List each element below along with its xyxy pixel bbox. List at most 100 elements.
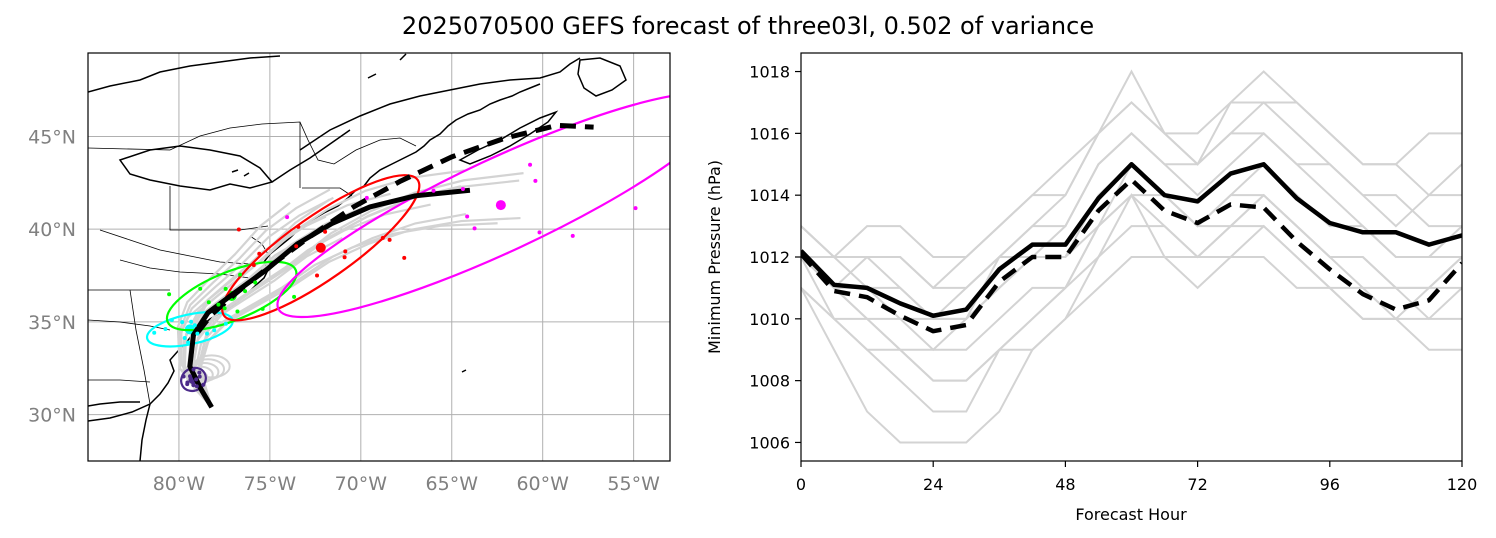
map-lat-label: 30°N — [28, 405, 76, 427]
map-lon-label: 70°W — [335, 473, 388, 495]
state-border-4 — [99, 229, 251, 265]
x-tick-label: 24 — [923, 475, 943, 494]
state-border-8 — [88, 379, 151, 383]
great-lakes-outline — [118, 145, 274, 191]
ensemble-position-0h — [197, 370, 202, 375]
ensemble-position-48h — [206, 300, 211, 305]
pressure-solid-line — [801, 162, 1462, 318]
pressure-ensemble-lines — [801, 69, 1462, 444]
gulf-coastline — [88, 401, 140, 407]
map-latitude-labels: 30°N 35°N 40°N 45°N — [28, 126, 76, 426]
pressure-dashed-line — [801, 177, 1462, 334]
st-lawrence-river — [271, 129, 351, 183]
state-border-3 — [169, 186, 269, 231]
ensemble-position-96h — [633, 206, 638, 211]
map-lon-label: 60°W — [516, 473, 569, 495]
y-tick-label: 1006 — [749, 433, 790, 452]
map-lon-label: 55°W — [607, 473, 660, 495]
ensemble-position-72h — [296, 224, 301, 229]
pressure-member-line — [801, 193, 1462, 352]
x-tick-label: 72 — [1187, 475, 1207, 494]
florida-coastline — [139, 403, 151, 461]
ensemble-position-0h — [197, 374, 202, 379]
ensemble-position-72h — [387, 237, 392, 242]
ensemble-position-48h — [238, 272, 243, 277]
ensemble-position-48h — [198, 286, 203, 291]
ensemble-position-72h — [323, 229, 328, 234]
ensemble-position-96h — [570, 233, 575, 238]
ellipse-center-72h — [315, 242, 326, 253]
map-lon-label: 80°W — [153, 473, 206, 495]
ellipse-48h — [165, 260, 298, 332]
ensemble-position-48h — [243, 289, 248, 294]
ensemble-position-0h — [191, 383, 196, 388]
y-tick-label: 1014 — [749, 186, 790, 205]
ensemble-position-0h — [194, 384, 199, 389]
x-tick-label: 96 — [1320, 475, 1340, 494]
pressure-panel: 0 24 48 72 96 120 1006 1008 1010 1012 1014 1016 101… — [705, 52, 1477, 524]
ellipse-center-96h — [495, 200, 506, 211]
ensemble-position-72h — [342, 255, 347, 260]
ensemble-position-96h — [364, 195, 369, 200]
map-dashed-track — [195, 122, 594, 335]
ensemble-position-48h — [167, 292, 172, 297]
ensemble-position-24h — [205, 331, 210, 336]
ensemble-position-48h — [253, 280, 258, 285]
ensemble-position-24h — [195, 331, 200, 336]
ensemble-position-0h — [185, 380, 190, 385]
ensemble-position-96h — [533, 178, 538, 183]
ensemble-position-72h — [257, 251, 262, 256]
ensemble-position-72h — [402, 255, 407, 260]
ensemble-position-72h — [236, 227, 241, 232]
pressure-member-line — [801, 224, 1462, 351]
map-lon-label: 75°W — [244, 473, 297, 495]
ensemble-position-96h — [465, 214, 470, 219]
ensemble-position-72h — [251, 263, 256, 268]
ensemble-position-72h — [294, 244, 299, 249]
islands — [231, 53, 467, 373]
map-longitude-labels: 80°W 75°W 70°W 65°W 60°W 55°W — [153, 473, 660, 495]
ensemble-position-24h — [152, 330, 157, 335]
ensemble-position-96h — [285, 215, 290, 220]
ensemble-position-24h — [186, 340, 191, 345]
ensemble-position-24h — [180, 320, 185, 325]
ensemble-position-72h — [343, 249, 348, 254]
ensemble-position-48h — [292, 294, 297, 299]
x-axis-label: Forecast Hour — [1075, 505, 1187, 524]
ellipse-72h — [221, 174, 421, 322]
uncertainty-ellipses — [145, 92, 670, 393]
y-tick-label: 1016 — [749, 124, 790, 143]
pressure-x-ticks: 0 24 48 72 96 120 — [796, 461, 1477, 494]
ensemble-positions — [152, 162, 638, 389]
y-tick-label: 1010 — [749, 310, 790, 329]
ensemble-position-24h — [163, 327, 168, 332]
ensemble-position-96h — [472, 226, 477, 231]
ensemble-position-24h — [169, 318, 174, 323]
ensemble-position-24h — [192, 323, 197, 328]
x-tick-label: 48 — [1055, 475, 1075, 494]
pressure-y-ticks: 1006 1008 1010 1012 1014 1016 1018 — [749, 63, 801, 452]
y-tick-label: 1018 — [749, 63, 790, 82]
y-tick-label: 1008 — [749, 372, 790, 391]
ensemble-position-48h — [260, 306, 265, 311]
ensemble-position-0h — [181, 374, 186, 379]
y-axis-label: Minimum Pressure (hPa) — [705, 160, 724, 354]
map-lat-label: 35°N — [28, 312, 76, 334]
ensemble-position-96h — [528, 162, 533, 167]
map-lon-label: 65°W — [426, 473, 479, 495]
us-canada-border — [88, 121, 417, 165]
newfoundland-coastline — [577, 57, 627, 97]
x-tick-label: 120 — [1447, 475, 1478, 494]
ensemble-position-72h — [380, 235, 385, 240]
map-member-loop — [192, 354, 231, 379]
pressure-member-line — [801, 101, 1462, 321]
hudson-bay-coastline — [88, 55, 281, 93]
y-tick-label: 1012 — [749, 248, 790, 267]
ensemble-position-0h — [201, 382, 206, 387]
ellipse-96h — [276, 92, 670, 319]
ensemble-position-96h — [537, 230, 542, 235]
figure-title: 2025070500 GEFS forecast of three03l, 0.… — [401, 12, 1095, 40]
map-frame — [87, 52, 671, 462]
pressure-member-line — [801, 131, 1462, 290]
